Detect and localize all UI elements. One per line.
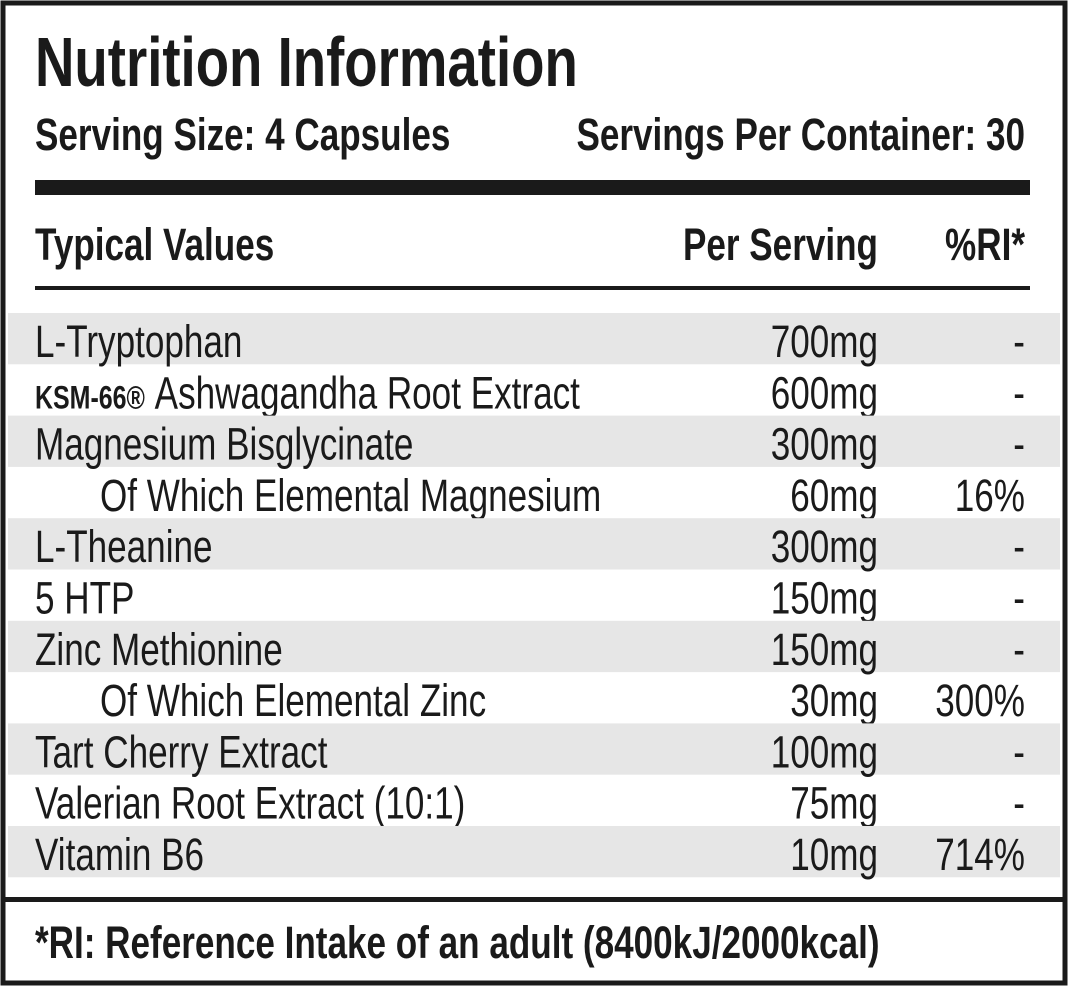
column-header: Typical Values xyxy=(35,219,274,270)
per-serving: 10mg xyxy=(790,829,878,880)
per-serving: 700mg xyxy=(771,316,878,367)
brand: KSM-66® xyxy=(35,380,145,416)
column-header: Per Serving xyxy=(683,219,878,270)
ri-percent: - xyxy=(1013,777,1025,828)
nutrient-name: Valerian Root Extract (10:1) xyxy=(35,777,465,828)
row-shade xyxy=(8,415,1060,467)
nutrient-name: KSM-66® Ashwagandha Root Extract xyxy=(35,367,580,418)
nutrient-name: Of Which Elemental Zinc xyxy=(100,675,486,726)
thick-rule xyxy=(35,180,1030,195)
row-shade xyxy=(8,620,1060,673)
title: Nutrition Information xyxy=(35,24,578,102)
column-header: %RI* xyxy=(945,219,1025,270)
nutrient-name: Tart Cherry Extract xyxy=(35,726,327,777)
ri-percent: 300% xyxy=(935,675,1025,726)
name: Ashwagandha Root Extract xyxy=(155,367,580,418)
ri-percent: 714% xyxy=(935,829,1025,880)
per-serving: 30mg xyxy=(790,675,878,726)
per-serving: 60mg xyxy=(790,470,878,521)
per-serving: 300mg xyxy=(771,521,878,572)
nutrient-name: L-Tryptophan xyxy=(35,316,242,367)
nutrient-name: 5 HTP xyxy=(35,572,134,623)
row-shade xyxy=(8,313,1060,365)
nutrient-name: Magnesium Bisglycinate xyxy=(35,418,413,469)
nutrient-name: Of Which Elemental Magnesium xyxy=(100,470,601,521)
space xyxy=(145,367,155,418)
serving-size: Serving Size: 4 Capsules xyxy=(35,109,450,160)
ri-percent: - xyxy=(1013,726,1025,777)
footnote: *RI: Reference Intake of an adult (8400k… xyxy=(35,917,880,968)
per-serving: 150mg xyxy=(771,624,878,675)
per-serving: 75mg xyxy=(790,777,878,828)
nutrient-name: Zinc Methionine xyxy=(35,624,283,675)
ri-percent: - xyxy=(1013,624,1025,675)
per-serving: 300mg xyxy=(771,418,878,469)
ri-percent: 16% xyxy=(955,470,1025,521)
per-serving: 100mg xyxy=(771,726,878,777)
ri-percent: - xyxy=(1013,316,1025,367)
rows: L-Tryptophan 700mg - KSM-66® Ashwagandha Ro… xyxy=(8,313,1060,880)
servings-per-container: Servings Per Container: 30 xyxy=(576,109,1025,160)
row-shade xyxy=(8,826,1060,878)
per-serving: 600mg xyxy=(771,367,878,418)
nutrient-name: Vitamin B6 xyxy=(35,829,204,880)
row-shade xyxy=(8,518,1060,570)
ri-percent: - xyxy=(1013,572,1025,623)
ri-percent: - xyxy=(1013,367,1025,418)
footer-rule xyxy=(3,897,1065,902)
header-rule xyxy=(35,286,1030,290)
ri-percent: - xyxy=(1013,418,1025,469)
row-shade xyxy=(8,723,1060,775)
ri-percent: - xyxy=(1013,521,1025,572)
nutrient-name: L-Theanine xyxy=(35,521,213,572)
per-serving: 150mg xyxy=(771,572,878,623)
